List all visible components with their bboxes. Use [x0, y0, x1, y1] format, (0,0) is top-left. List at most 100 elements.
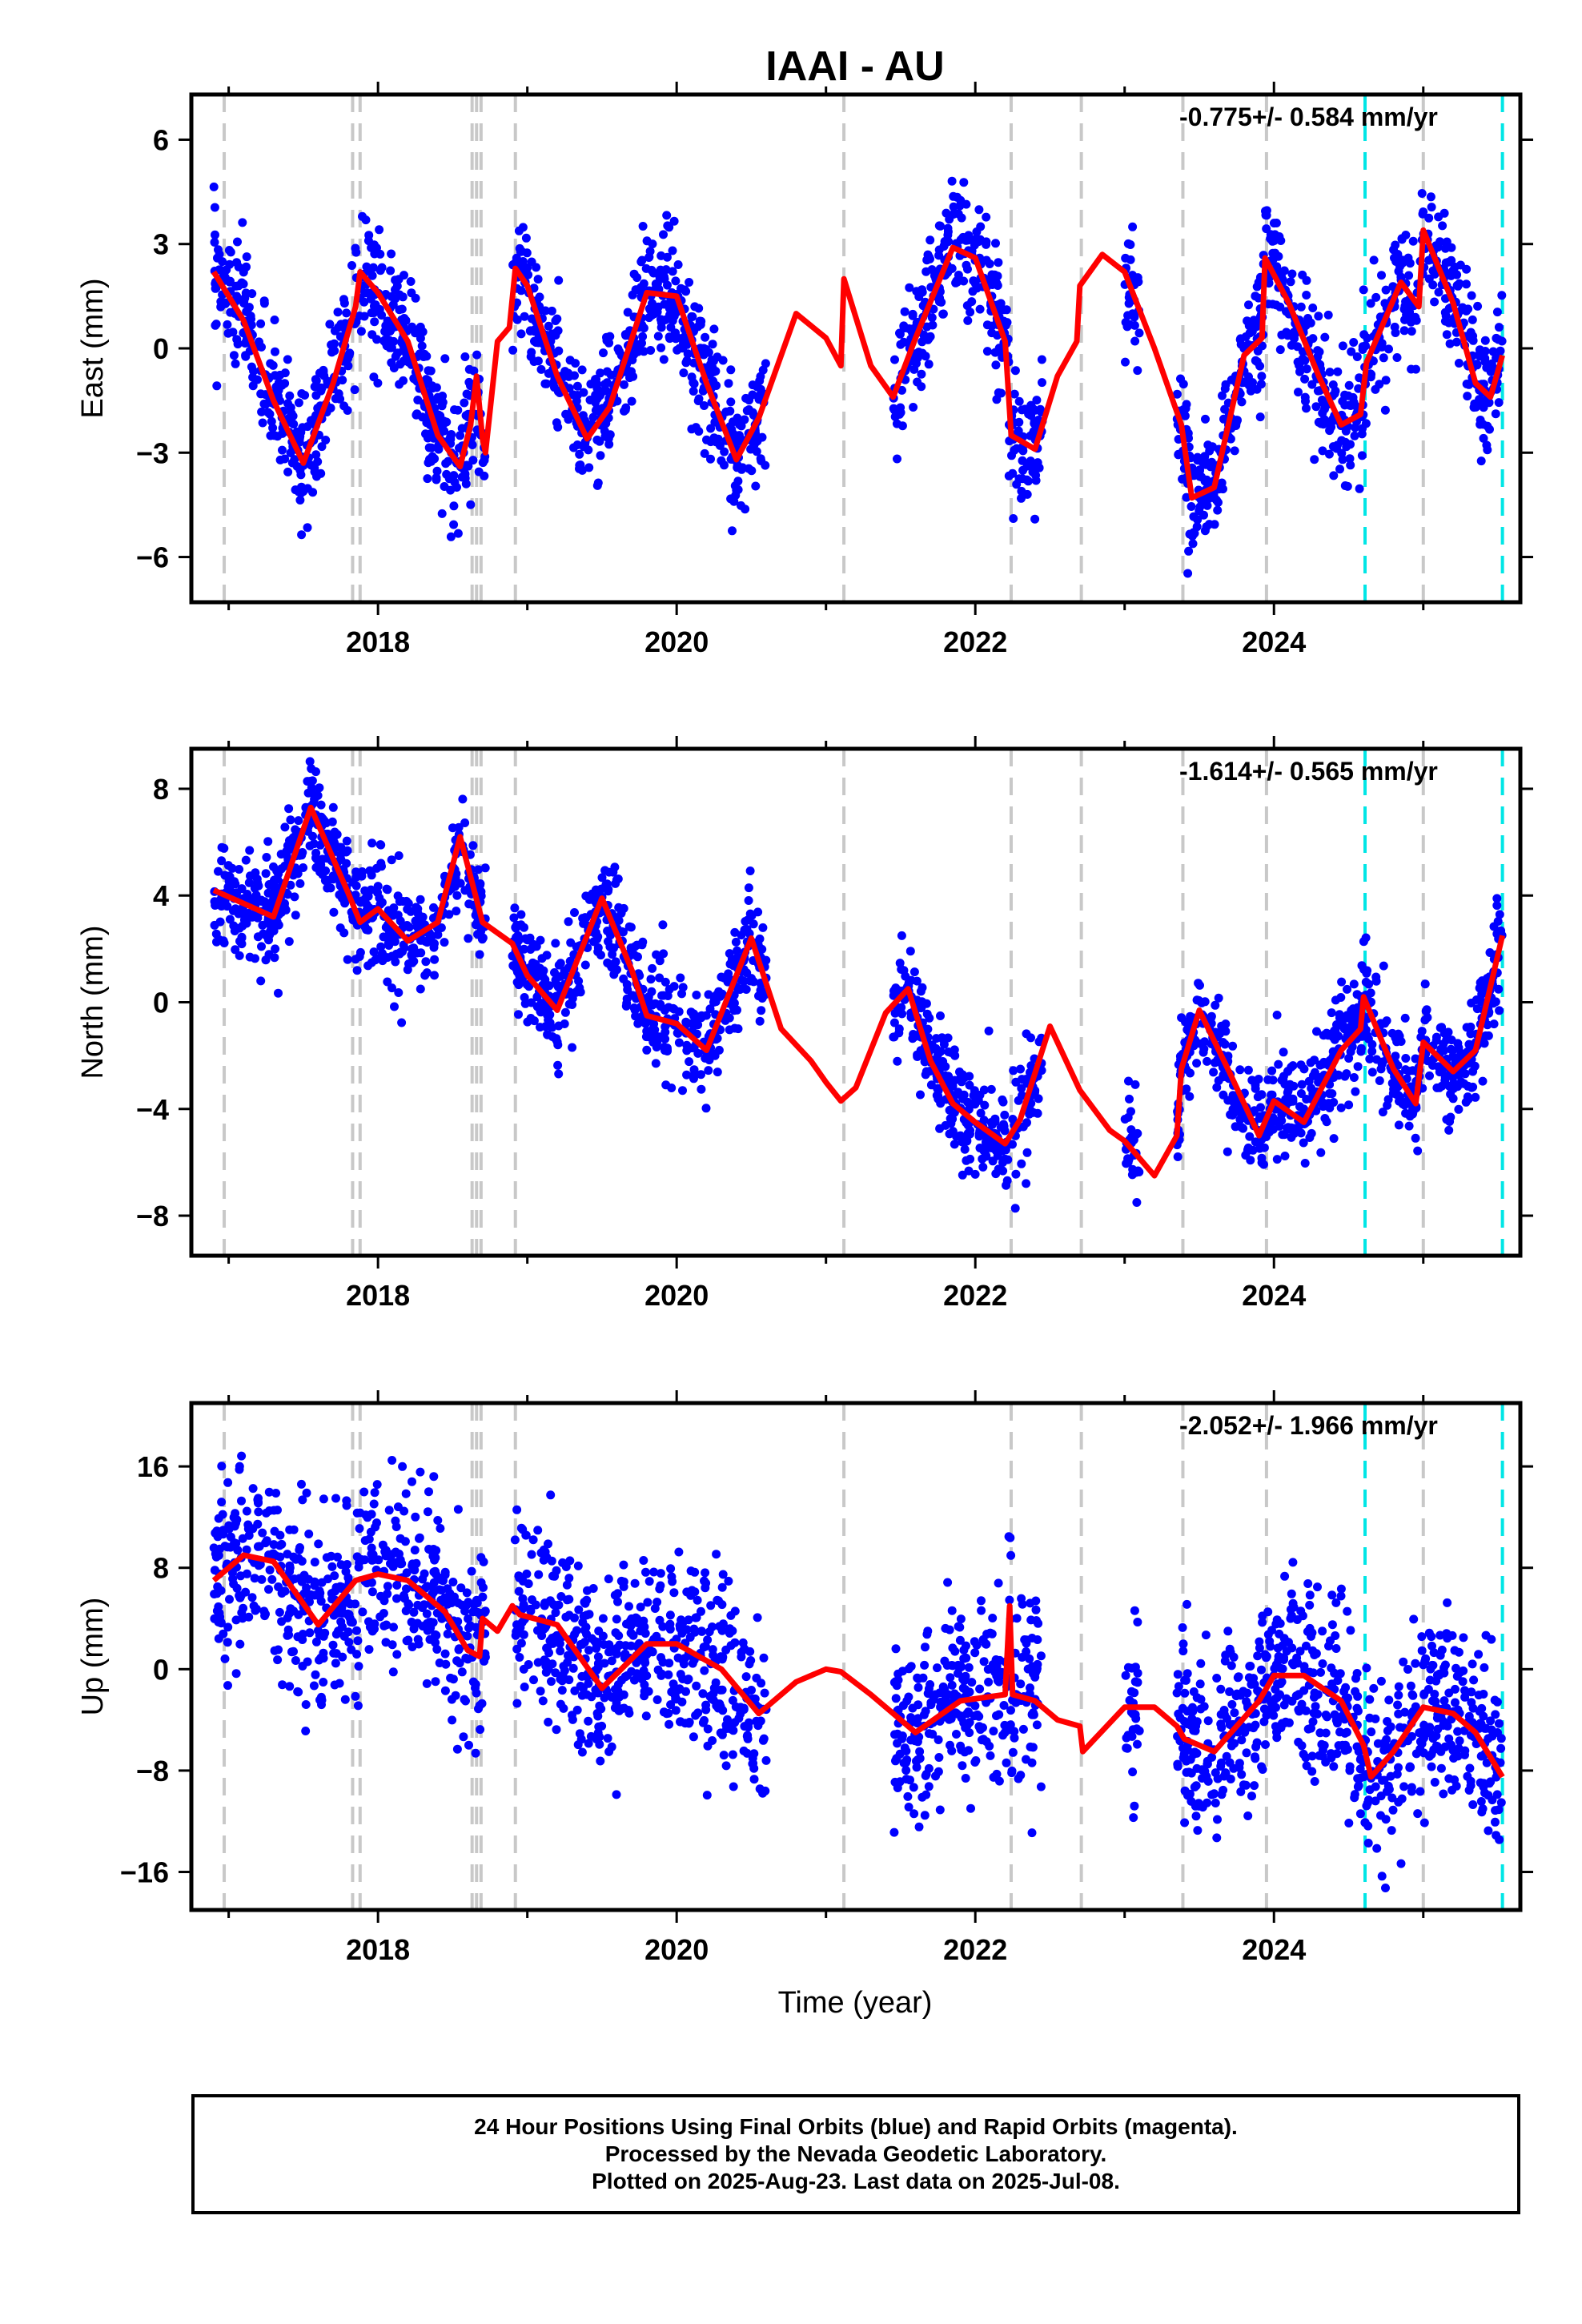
data-point	[1279, 1076, 1288, 1084]
data-point	[376, 840, 386, 850]
data-point	[1395, 262, 1404, 271]
data-point	[1434, 287, 1443, 297]
data-point	[679, 368, 689, 378]
data-point	[724, 969, 733, 979]
data-point	[659, 1043, 669, 1052]
data-point	[254, 881, 263, 891]
data-point	[377, 862, 386, 871]
data-point	[1299, 1138, 1308, 1148]
data-point	[638, 222, 648, 231]
data-point	[415, 1533, 424, 1542]
data-point	[701, 1104, 711, 1113]
data-point	[1343, 481, 1352, 491]
data-point	[1000, 1110, 1010, 1120]
data-point	[398, 1462, 408, 1471]
data-point	[1367, 1047, 1377, 1056]
data-point	[225, 1594, 234, 1604]
data-point	[327, 1562, 337, 1571]
data-point	[401, 1489, 411, 1498]
data-point	[1411, 1054, 1420, 1063]
data-point	[1194, 979, 1203, 988]
data-point	[248, 1484, 258, 1494]
data-point	[1366, 299, 1375, 308]
data-point	[1235, 1102, 1243, 1112]
data-point	[536, 364, 546, 374]
data-point	[437, 401, 447, 411]
data-point	[648, 268, 658, 278]
data-point	[1235, 1065, 1245, 1075]
data-point	[924, 334, 934, 344]
data-point	[313, 862, 323, 871]
data-point	[471, 920, 480, 930]
data-point	[646, 346, 656, 355]
data-point	[315, 783, 324, 793]
data-point	[593, 478, 603, 488]
data-point	[257, 407, 267, 416]
data-point	[358, 211, 367, 221]
data-point	[257, 1574, 267, 1584]
data-point	[644, 253, 653, 262]
data-point	[687, 424, 697, 434]
data-point	[981, 1151, 990, 1160]
x-tick-label: 2020	[644, 625, 709, 658]
data-point	[661, 265, 671, 275]
data-point	[516, 329, 526, 339]
data-point	[1345, 454, 1355, 464]
data-point	[922, 255, 932, 265]
data-point	[1010, 366, 1020, 376]
data-point	[1413, 1146, 1423, 1156]
data-point	[1211, 1000, 1220, 1010]
data-point	[1255, 1112, 1265, 1121]
data-point	[897, 965, 906, 974]
data-point	[368, 1550, 378, 1559]
data-point	[231, 1669, 241, 1679]
data-point	[549, 378, 558, 387]
data-point	[278, 1680, 287, 1690]
data-point	[1348, 392, 1358, 402]
data-point	[712, 381, 721, 390]
data-point	[1022, 1148, 1032, 1157]
data-point	[416, 322, 425, 332]
data-point	[965, 1072, 974, 1081]
data-point	[1313, 346, 1323, 356]
data-point	[422, 968, 432, 978]
data-point	[947, 176, 957, 186]
data-point	[693, 1020, 703, 1030]
data-point	[454, 1645, 464, 1655]
data-point	[1318, 446, 1327, 456]
data-point	[432, 475, 441, 485]
data-point	[1121, 357, 1130, 367]
data-point	[1253, 1092, 1263, 1102]
data-point	[1336, 1103, 1346, 1112]
data-point	[247, 1593, 257, 1602]
data-point	[398, 292, 408, 302]
data-point	[1495, 1006, 1504, 1015]
data-point	[1361, 419, 1371, 428]
data-point	[1411, 1133, 1420, 1143]
data-point	[681, 1017, 691, 1027]
data-point	[960, 1137, 970, 1147]
data-point	[342, 836, 351, 846]
data-point	[352, 966, 362, 975]
data-point	[1313, 352, 1323, 361]
data-point	[1262, 1132, 1271, 1141]
data-point	[1445, 339, 1455, 348]
data-point	[629, 269, 639, 279]
data-point	[637, 255, 647, 265]
data-point	[934, 1092, 943, 1101]
data-point	[1287, 269, 1297, 279]
data-point	[890, 412, 900, 421]
data-point	[1269, 219, 1279, 228]
data-point	[999, 1144, 1009, 1154]
data-point	[286, 448, 295, 457]
data-point	[444, 910, 454, 919]
data-point	[278, 428, 287, 438]
data-point	[1184, 546, 1194, 556]
data-point	[1331, 386, 1340, 396]
data-point	[1251, 292, 1260, 301]
data-point	[375, 893, 384, 903]
data-point	[475, 950, 484, 959]
data-point	[1195, 506, 1204, 516]
data-point	[310, 1558, 319, 1567]
data-point	[597, 873, 607, 883]
